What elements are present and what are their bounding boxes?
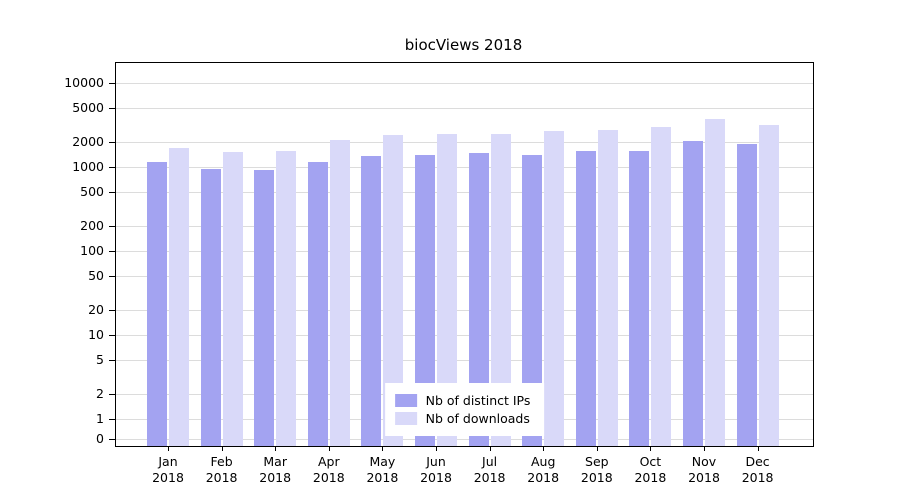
- gridline: [116, 251, 813, 252]
- x-axis-label-apr: Apr 2018: [312, 454, 345, 485]
- gridline: [116, 167, 813, 168]
- x-axis-label-sep: Sep 2018: [580, 454, 613, 485]
- bar-downloads-mar: [276, 151, 297, 446]
- y-axis-tick: [109, 167, 115, 168]
- x-axis-label-nov: Nov 2018: [688, 454, 720, 485]
- y-axis-label: 0: [96, 431, 104, 446]
- x-axis-tick: [757, 446, 759, 451]
- x-axis-label-jul: Jul 2018: [473, 454, 506, 485]
- bar-downloads-sep: [597, 130, 618, 446]
- y-axis-tick: [109, 225, 115, 227]
- bar-distinct-ips-dec: [736, 143, 757, 446]
- y-axis-label: 10: [88, 327, 104, 342]
- y-axis-label: 1000: [72, 159, 104, 174]
- x-axis-tick: [650, 446, 652, 451]
- x-axis-tick: [328, 446, 330, 451]
- bar-downloads-jul: [490, 134, 511, 446]
- y-axis-label: 2000: [72, 133, 104, 149]
- y-axis-tick: [109, 83, 115, 84]
- gridline: [116, 108, 813, 110]
- y-axis-tick: [109, 335, 115, 336]
- y-axis-label: 100: [80, 243, 104, 258]
- x-axis-tick: [221, 446, 223, 451]
- x-axis-label-aug: Aug 2018: [527, 454, 560, 485]
- bar-distinct-ips-mar: [254, 169, 275, 446]
- y-axis-label: 50: [88, 268, 104, 284]
- y-axis-tick: [109, 276, 115, 278]
- y-axis-tick: [109, 108, 115, 110]
- legend-item-distinct-ips: Nb of distinct IPs: [394, 393, 531, 408]
- y-axis-tick: [109, 141, 115, 143]
- bar-distinct-ips-feb: [200, 168, 221, 446]
- bar-distinct-ips-sep: [575, 151, 596, 446]
- x-axis-label-jun: Jun 2018: [420, 454, 452, 485]
- gridline: [116, 141, 813, 143]
- y-axis-label: 5000: [72, 100, 104, 116]
- bar-downloads-may: [383, 135, 404, 446]
- bar-distinct-ips-may: [361, 156, 382, 446]
- legend-item-downloads: Nb of downloads: [394, 411, 531, 426]
- bar-distinct-ips-jul: [468, 153, 489, 446]
- y-axis-tick: [109, 251, 115, 252]
- y-axis-tick: [109, 309, 115, 311]
- chart-title: biocViews 2018: [404, 36, 523, 54]
- y-axis-label: 1: [96, 411, 104, 426]
- x-axis-tick: [382, 446, 384, 451]
- gridline: [116, 192, 813, 194]
- gridline: [116, 309, 813, 311]
- bar-downloads-jun: [437, 134, 457, 446]
- bar-distinct-ips-nov: [683, 140, 703, 446]
- gridline: [116, 439, 813, 440]
- x-axis-label-dec: Dec 2018: [741, 454, 774, 485]
- x-axis-tick: [489, 446, 491, 451]
- bar-downloads-jan: [169, 147, 189, 446]
- x-axis-label-mar: Mar 2018: [259, 454, 292, 485]
- x-axis-tick: [275, 446, 277, 451]
- gridline: [116, 83, 813, 84]
- x-axis-tick: [596, 446, 598, 451]
- y-axis-tick: [109, 439, 115, 440]
- bar-distinct-ips-jun: [415, 154, 435, 446]
- legend-label-distinct-ips: Nb of distinct IPs: [425, 393, 531, 408]
- x-axis-tick: [436, 446, 437, 451]
- x-axis-tick: [704, 446, 705, 451]
- y-axis-tick: [109, 393, 115, 395]
- y-axis-label: 5: [96, 352, 104, 368]
- legend-swatch-distinct-ips: [394, 394, 417, 407]
- bar-distinct-ips-jan: [147, 161, 167, 446]
- y-axis-label: 2: [96, 385, 104, 401]
- x-axis-label-oct: Oct 2018: [634, 454, 667, 485]
- y-axis-tick: [109, 419, 115, 420]
- x-axis-label-may: May 2018: [366, 454, 399, 485]
- bar-distinct-ips-oct: [629, 151, 650, 446]
- bar-downloads-aug: [544, 131, 565, 446]
- x-axis-tick: [168, 446, 169, 451]
- bar-downloads-nov: [705, 119, 725, 446]
- y-axis-label: 200: [80, 217, 104, 233]
- y-axis-label: 20: [88, 301, 104, 317]
- bar-downloads-oct: [651, 126, 672, 446]
- gridline: [116, 225, 813, 227]
- x-axis-tick: [543, 446, 545, 451]
- bar-distinct-ips-aug: [522, 154, 543, 446]
- bar-downloads-apr: [329, 139, 350, 446]
- y-axis-label: 500: [80, 184, 104, 200]
- bar-downloads-dec: [758, 124, 779, 446]
- legend: Nb of distinct IPs Nb of downloads: [384, 383, 545, 436]
- x-axis-label-feb: Feb 2018: [205, 454, 238, 485]
- plot-area: Nb of distinct IPs Nb of downloads 10000…: [64, 62, 814, 485]
- legend-label-downloads: Nb of downloads: [425, 411, 530, 426]
- x-axis-label-jan: Jan 2018: [152, 454, 184, 485]
- bar-distinct-ips-apr: [307, 161, 328, 446]
- y-axis-tick: [109, 360, 115, 362]
- gridline: [116, 335, 813, 336]
- y-axis-label: 10000: [64, 75, 104, 90]
- gridline: [116, 276, 813, 278]
- bar-downloads-feb: [222, 152, 243, 446]
- y-axis-tick: [109, 192, 115, 194]
- gridline: [116, 360, 813, 362]
- legend-swatch-downloads: [394, 412, 417, 425]
